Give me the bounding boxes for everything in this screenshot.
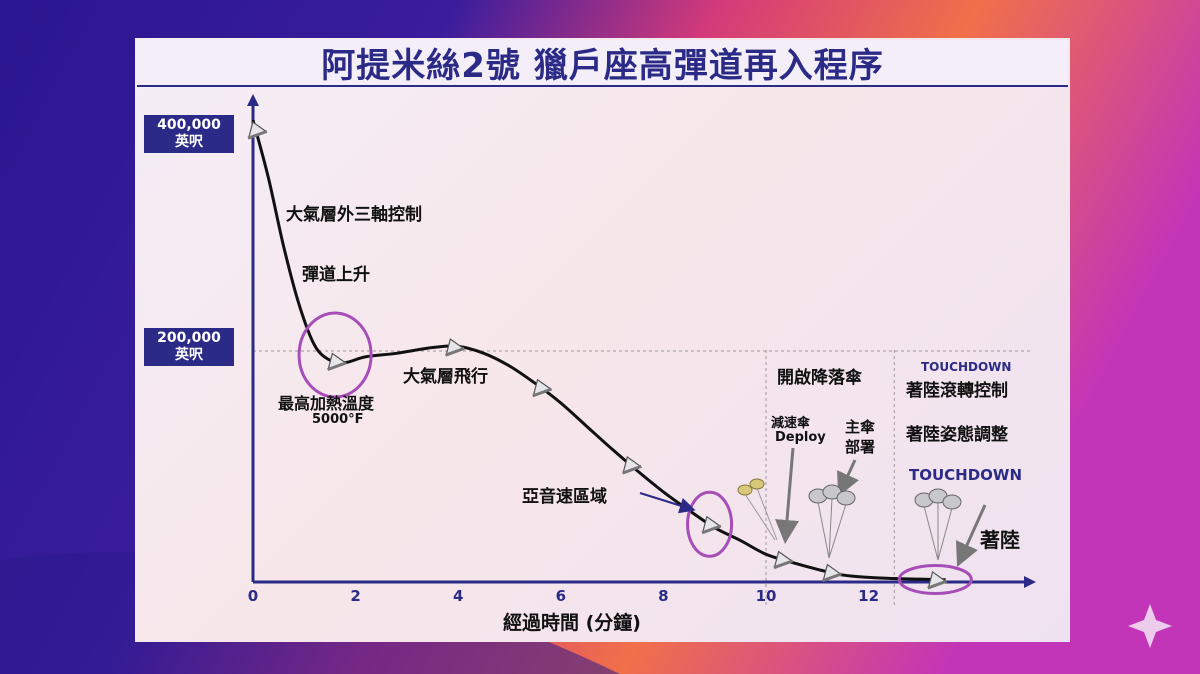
chart-title: 阿提米絲2號 獵戶座高彈道再入程序 bbox=[321, 46, 884, 86]
x-tick-label: 0 bbox=[248, 587, 258, 605]
title-bar: 阿提米絲2號 獵戶座高彈道再入程序 bbox=[137, 40, 1068, 87]
x-axis-arrow bbox=[1024, 576, 1036, 588]
annotation-main-deploy: 部署 bbox=[845, 438, 876, 456]
capsule-icon bbox=[701, 515, 722, 535]
capsule-icon bbox=[773, 550, 794, 570]
y-tick-value: 400,000 bbox=[157, 117, 221, 133]
capsule-icon bbox=[247, 121, 268, 140]
capsule-icon bbox=[532, 378, 553, 398]
drogue-parachute-icon bbox=[737, 478, 778, 541]
annotation-attitude: 著陸姿態調整 bbox=[906, 425, 1008, 445]
annotation-touchdown-small: TOUCHDOWN bbox=[921, 360, 1012, 374]
y-axis-arrow bbox=[247, 94, 259, 106]
x-tick-label: 4 bbox=[453, 587, 463, 605]
capsule-icon bbox=[445, 338, 465, 357]
x-tick-label: 8 bbox=[658, 587, 668, 605]
annotation-touchdown: TOUCHDOWN bbox=[909, 466, 1023, 484]
annotation-skip: 彈道上升 bbox=[302, 265, 370, 285]
chart-panel bbox=[135, 38, 1070, 642]
drogue-arrow bbox=[775, 447, 799, 544]
annotation-drogue: 減速傘 bbox=[771, 416, 811, 431]
annotation-main-chute: 主傘 bbox=[845, 418, 876, 436]
landing-arrow bbox=[955, 504, 987, 567]
subsonic-arrow bbox=[639, 492, 696, 514]
sparkle-icon bbox=[1128, 604, 1172, 648]
y-tick-value: 200,000 bbox=[157, 330, 221, 346]
trajectory-line bbox=[251, 119, 946, 582]
annotation-landed: 著陸 bbox=[980, 528, 1020, 552]
annotation-peak-heat-temp: 5000°F bbox=[312, 412, 364, 427]
annotation-exo-control: 大氣層外三軸控制 bbox=[286, 205, 422, 225]
highlight-ring bbox=[297, 311, 373, 399]
landing-parachute-icon bbox=[914, 488, 962, 561]
x-tick-label: 10 bbox=[756, 587, 777, 605]
annotation-roll-control: 著陸滾轉控制 bbox=[906, 381, 1008, 401]
decorations bbox=[639, 447, 987, 567]
annotation-parachutes: 開啟降落傘 bbox=[777, 368, 862, 388]
axes: 0 2 4 6 8 10 12 bbox=[247, 94, 1036, 606]
highlight-ring bbox=[897, 563, 973, 595]
capsule-icon bbox=[327, 352, 347, 372]
annotation-peak-heat: 最高加熱溫度 bbox=[278, 394, 375, 413]
x-tick-label: 6 bbox=[556, 587, 566, 605]
capsule-icon bbox=[622, 456, 642, 475]
y-tick-400000: 400,000 英呎 bbox=[144, 115, 234, 153]
y-tick-200000: 200,000 英呎 bbox=[144, 328, 234, 366]
annotation-drogue-deploy: Deploy bbox=[775, 430, 826, 445]
y-tick-unit: 英呎 bbox=[175, 347, 203, 363]
main-arrow bbox=[837, 459, 859, 497]
marks bbox=[247, 119, 973, 595]
main-parachute-icon bbox=[808, 484, 856, 559]
annotation-atmospheric-flight: 大氣層飛行 bbox=[403, 367, 488, 387]
x-axis-label: 經過時間 (分鐘) bbox=[503, 612, 641, 634]
y-tick-unit: 英呎 bbox=[175, 134, 203, 150]
annotation-subsonic: 亞音速區域 bbox=[522, 487, 607, 507]
capsule-icon bbox=[927, 570, 948, 590]
capsule-icon bbox=[822, 563, 842, 583]
x-tick-label: 2 bbox=[350, 587, 360, 605]
highlight-ring bbox=[686, 490, 734, 558]
x-tick-label: 12 bbox=[858, 587, 879, 605]
